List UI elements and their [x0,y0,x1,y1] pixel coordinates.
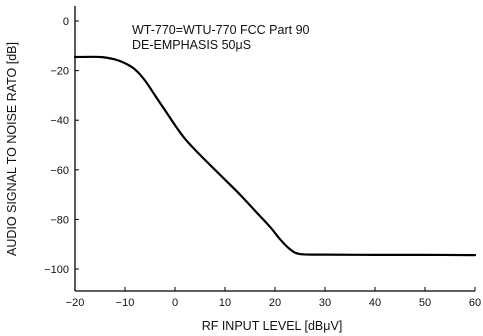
y-tick-label: −100 [44,264,69,276]
x-axis-label: RF INPUT LEVEL [dBμV] [202,319,343,333]
annotation-deemphasis: DE-EMPHASIS 50μS [132,38,251,52]
x-ticks: −20 −10 0 10 20 30 40 50 60 [66,287,481,309]
y-tick-label: −60 [50,165,69,177]
x-tick-label: −20 [66,297,85,309]
x-tick-label: 30 [319,297,331,309]
y-ticks: 0 −20 −40 −60 −80 −100 [44,16,79,276]
x-tick-label: 40 [369,297,381,309]
y-tick-label: −80 [50,214,69,226]
plot-area: −20 −10 0 10 20 30 40 50 60 0−20−40−60−80−100 [44,6,481,309]
y-tick-label: −20 [50,66,69,78]
y-tick-label: −40 [50,115,69,127]
x-tick-label: 50 [419,297,431,309]
x-tick-label: 0 [172,297,178,309]
x-tick-label: 10 [219,297,231,309]
x-tick-label: 60 [469,297,481,309]
x-tick-label: 20 [269,297,281,309]
x-tick-label: −10 [116,297,135,309]
annotation-model: WT-770=WTU-770 FCC Part 90 [132,23,310,37]
series-line [73,55,477,257]
y-tick-label: 0 [63,16,69,28]
y-axis-label: AUDIO SIGNAL TO NOISE RATO [dB] [5,42,19,256]
